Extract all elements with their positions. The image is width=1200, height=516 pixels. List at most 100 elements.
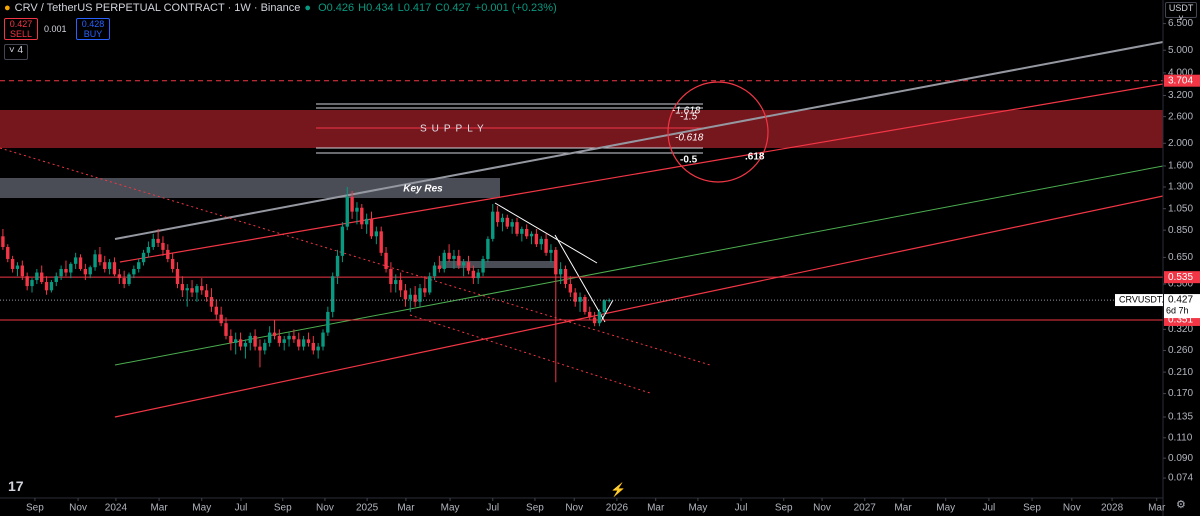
y-tick-label: 0.500 <box>1168 279 1193 290</box>
price-tag <box>1164 271 1200 284</box>
candle-body <box>301 339 306 347</box>
candle-body <box>597 311 602 324</box>
candle-body <box>10 258 15 269</box>
candle-body <box>466 262 471 271</box>
candle-body <box>437 265 442 269</box>
candle-body <box>224 323 228 336</box>
candle-body <box>360 207 364 225</box>
candle-body <box>297 339 301 347</box>
x-tick-label: May <box>936 503 955 514</box>
candle-body <box>219 314 223 324</box>
candle-body <box>200 286 204 291</box>
x-tick-label: Nov <box>1063 503 1081 514</box>
price-tag <box>1164 74 1200 87</box>
candle-body <box>326 311 330 333</box>
candle-body <box>190 288 194 293</box>
candle-body <box>248 335 252 343</box>
candle-body <box>204 290 209 298</box>
buy-button[interactable]: 0.428 BUY <box>76 18 110 40</box>
settings-icon[interactable]: ⚙ <box>1176 499 1186 511</box>
x-tick-label: May <box>688 503 707 514</box>
candle-body <box>369 218 374 237</box>
candle-body <box>214 306 219 315</box>
currency: USDT <box>1168 3 1194 13</box>
annotation: -1.5 <box>680 112 698 123</box>
x-tick-label: Mar <box>1148 503 1166 514</box>
indicator-toggle[interactable]: ˅ 4 <box>4 44 28 60</box>
ticker-tag <box>1115 294 1163 307</box>
x-tick-label: Jul <box>735 503 748 514</box>
candle-body <box>534 233 539 245</box>
trend-line <box>114 41 1164 240</box>
candle-body <box>374 231 379 237</box>
trend-line <box>494 202 598 264</box>
candle-body <box>272 332 277 336</box>
annotation: Key Res <box>403 184 443 195</box>
quote-open: O0.426 <box>318 2 355 14</box>
candle-body <box>539 238 543 245</box>
candle-body <box>209 297 214 307</box>
candle-body <box>69 263 73 273</box>
spread: 0.001 <box>44 24 67 34</box>
trend-line <box>554 234 606 323</box>
currency-select[interactable]: USDT ˅ <box>1165 2 1197 23</box>
y-tick-label: 0.090 <box>1168 453 1193 464</box>
candle-body <box>510 222 514 227</box>
y-tick-label: 0.135 <box>1168 412 1193 423</box>
candle-body <box>568 284 573 293</box>
candle-body <box>588 311 592 318</box>
annotation: SUPPLY <box>420 124 489 135</box>
candle-body <box>524 228 529 237</box>
candle-body <box>558 268 563 275</box>
quote-change: +0.001 (+0.23%) <box>474 2 557 14</box>
x-tick-label: Sep <box>775 503 793 514</box>
candle-body <box>563 268 568 285</box>
candle-body <box>413 294 417 302</box>
y-tick-label: 3.200 <box>1168 90 1193 101</box>
candle-body <box>15 265 20 269</box>
candle-body <box>112 262 117 275</box>
ticker-tag-label: CRVUSDT.P <box>1119 294 1170 304</box>
candle-body <box>44 282 49 291</box>
candle-body <box>471 270 476 279</box>
candle-body <box>432 265 437 277</box>
candle-body <box>403 290 408 300</box>
candle-body <box>486 238 490 259</box>
y-tick-label: 2.000 <box>1168 138 1193 149</box>
last-price-label: 0.427 <box>1168 295 1193 306</box>
sell-button[interactable]: 0.427 SELL <box>4 18 38 40</box>
candle-body <box>306 339 311 343</box>
y-tick-label: 1.050 <box>1168 203 1193 214</box>
candle-body <box>384 252 388 269</box>
indicator-count: 4 <box>17 45 24 56</box>
y-tick-label: 0.260 <box>1168 345 1193 356</box>
y-tick-label: 4.000 <box>1168 68 1193 79</box>
candle-body <box>234 339 238 343</box>
x-tick-label: Jul <box>982 503 995 514</box>
candle-body <box>495 211 500 223</box>
sell-label: SELL <box>9 29 33 39</box>
x-tick-label: Mar <box>150 503 168 514</box>
candle-body <box>345 196 349 227</box>
trend-line <box>114 165 1164 366</box>
candle-body <box>544 238 548 253</box>
candle-body <box>316 346 320 351</box>
y-tick-label: 0.074 <box>1168 473 1193 484</box>
candle-body <box>30 280 34 287</box>
candle-body <box>476 272 480 279</box>
candle-body <box>170 258 175 269</box>
candle-body <box>151 238 155 248</box>
candle-body <box>146 247 151 253</box>
candle-body <box>442 252 446 269</box>
candle-body <box>277 335 282 343</box>
event-icon[interactable]: ⚡ <box>610 482 627 497</box>
x-tick-label: Nov <box>69 503 87 514</box>
quote-low: L0.417 <box>397 2 432 14</box>
y-tick-label: 0.650 <box>1168 252 1193 263</box>
x-tick-label: May <box>192 503 211 514</box>
x-tick-label: Mar <box>894 503 912 514</box>
candle-body <box>137 262 141 269</box>
candle-body <box>263 342 267 351</box>
trend-line <box>114 195 1164 418</box>
candle-body <box>25 276 29 287</box>
